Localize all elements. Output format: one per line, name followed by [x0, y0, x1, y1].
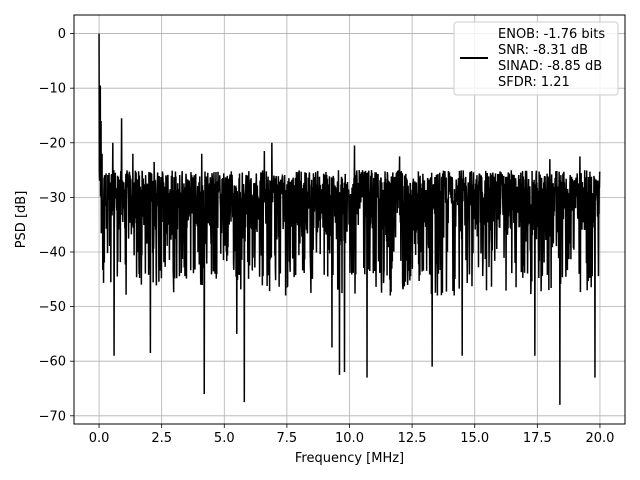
x-tick-label: 5.0	[214, 431, 235, 446]
x-tick-label: 10.0	[335, 431, 364, 446]
y-tick-label: 0	[58, 27, 66, 42]
x-axis-label: Frequency [MHz]	[295, 451, 404, 466]
y-tick-label: −30	[39, 191, 66, 206]
y-tick-label: −70	[39, 409, 66, 424]
x-tick-label: 7.5	[277, 431, 298, 446]
legend-snr: SNR: -8.31 dB	[498, 43, 588, 58]
x-tick-label: 20.0	[585, 431, 614, 446]
legend-sfdr: SFDR: 1.21	[498, 75, 570, 90]
y-tick-label: −60	[39, 355, 66, 370]
x-tick-label: 12.5	[398, 431, 427, 446]
psd-series	[98, 33, 601, 405]
y-tick-label: −40	[39, 245, 66, 260]
legend-enob: ENOB: -1.76 bits	[498, 27, 605, 42]
x-tick-label: 0.0	[89, 431, 110, 446]
x-axis-ticks: 0.0 2.5 5.0 7.5 10.0 12.5 15.0 17.5 20.0	[89, 424, 614, 446]
legend-sinad: SINAD: -8.85 dB	[498, 59, 602, 74]
y-tick-label: −20	[39, 136, 66, 151]
y-axis-label: PSD [dB]	[14, 191, 29, 249]
y-axis-ticks: 0 −10 −20 −30 −40 −50 −60 −70	[39, 27, 74, 424]
psd-line	[98, 33, 601, 405]
y-tick-label: −50	[39, 300, 66, 315]
x-tick-label: 17.5	[523, 431, 552, 446]
legend-box	[453, 21, 619, 96]
x-tick-label: 2.5	[151, 431, 172, 446]
y-tick-label: −10	[39, 82, 66, 97]
legend: ENOB: -1.76 bits SNR: -8.31 dB SINAD: -8…	[453, 21, 619, 96]
x-tick-label: 15.0	[460, 431, 489, 446]
